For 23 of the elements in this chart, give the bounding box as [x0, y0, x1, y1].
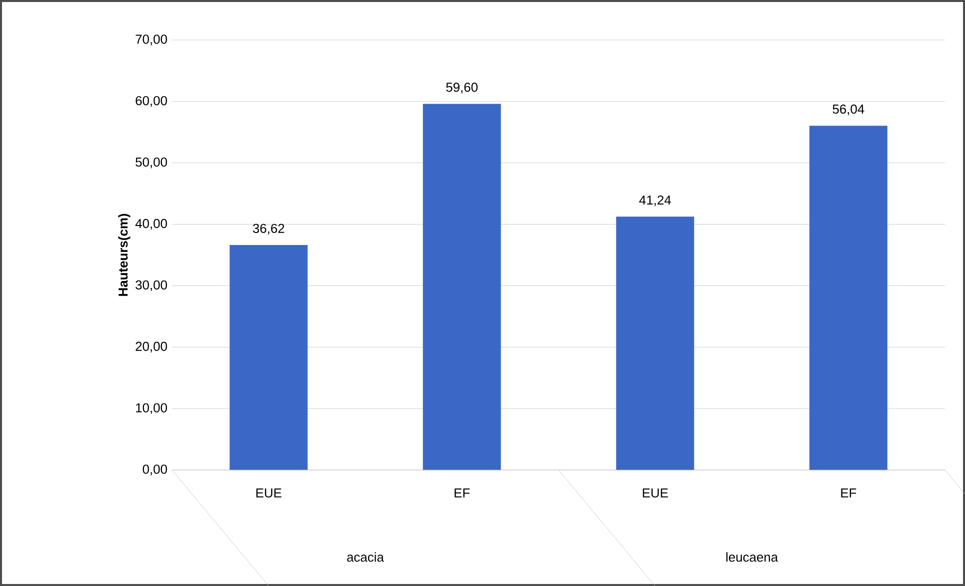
y-tick-label: 20,00 — [136, 342, 167, 352]
y-tick-label: 60,00 — [136, 96, 167, 107]
y-tick-label: 40,00 — [135, 218, 167, 230]
data-label: 36,62 — [252, 224, 284, 235]
text: leucaena — [726, 552, 778, 562]
bar — [809, 126, 888, 470]
y-tick-label: 70,00 — [136, 34, 167, 46]
bar — [230, 245, 308, 470]
y-tick-label: 30,00 — [136, 280, 167, 292]
data-label: 56,04 — [832, 104, 864, 116]
y-tick-label: 50,00 — [136, 157, 167, 168]
x-tick-label: EF — [454, 488, 470, 498]
text: acacia — [347, 552, 384, 562]
x-tick-label: EF — [841, 488, 856, 498]
y-tick-label: 0,00 — [142, 464, 167, 476]
bar — [616, 216, 694, 470]
data-label: 41,24 — [639, 195, 671, 206]
x-tick-label: EUE — [642, 488, 668, 498]
data-label: 59,60 — [446, 82, 478, 94]
x-tick-label: EUE — [256, 488, 282, 498]
bar — [422, 104, 501, 470]
y-axis-title: Hauteurs(cm) — [118, 214, 130, 296]
y-tick-label: 10,00 — [136, 403, 167, 414]
